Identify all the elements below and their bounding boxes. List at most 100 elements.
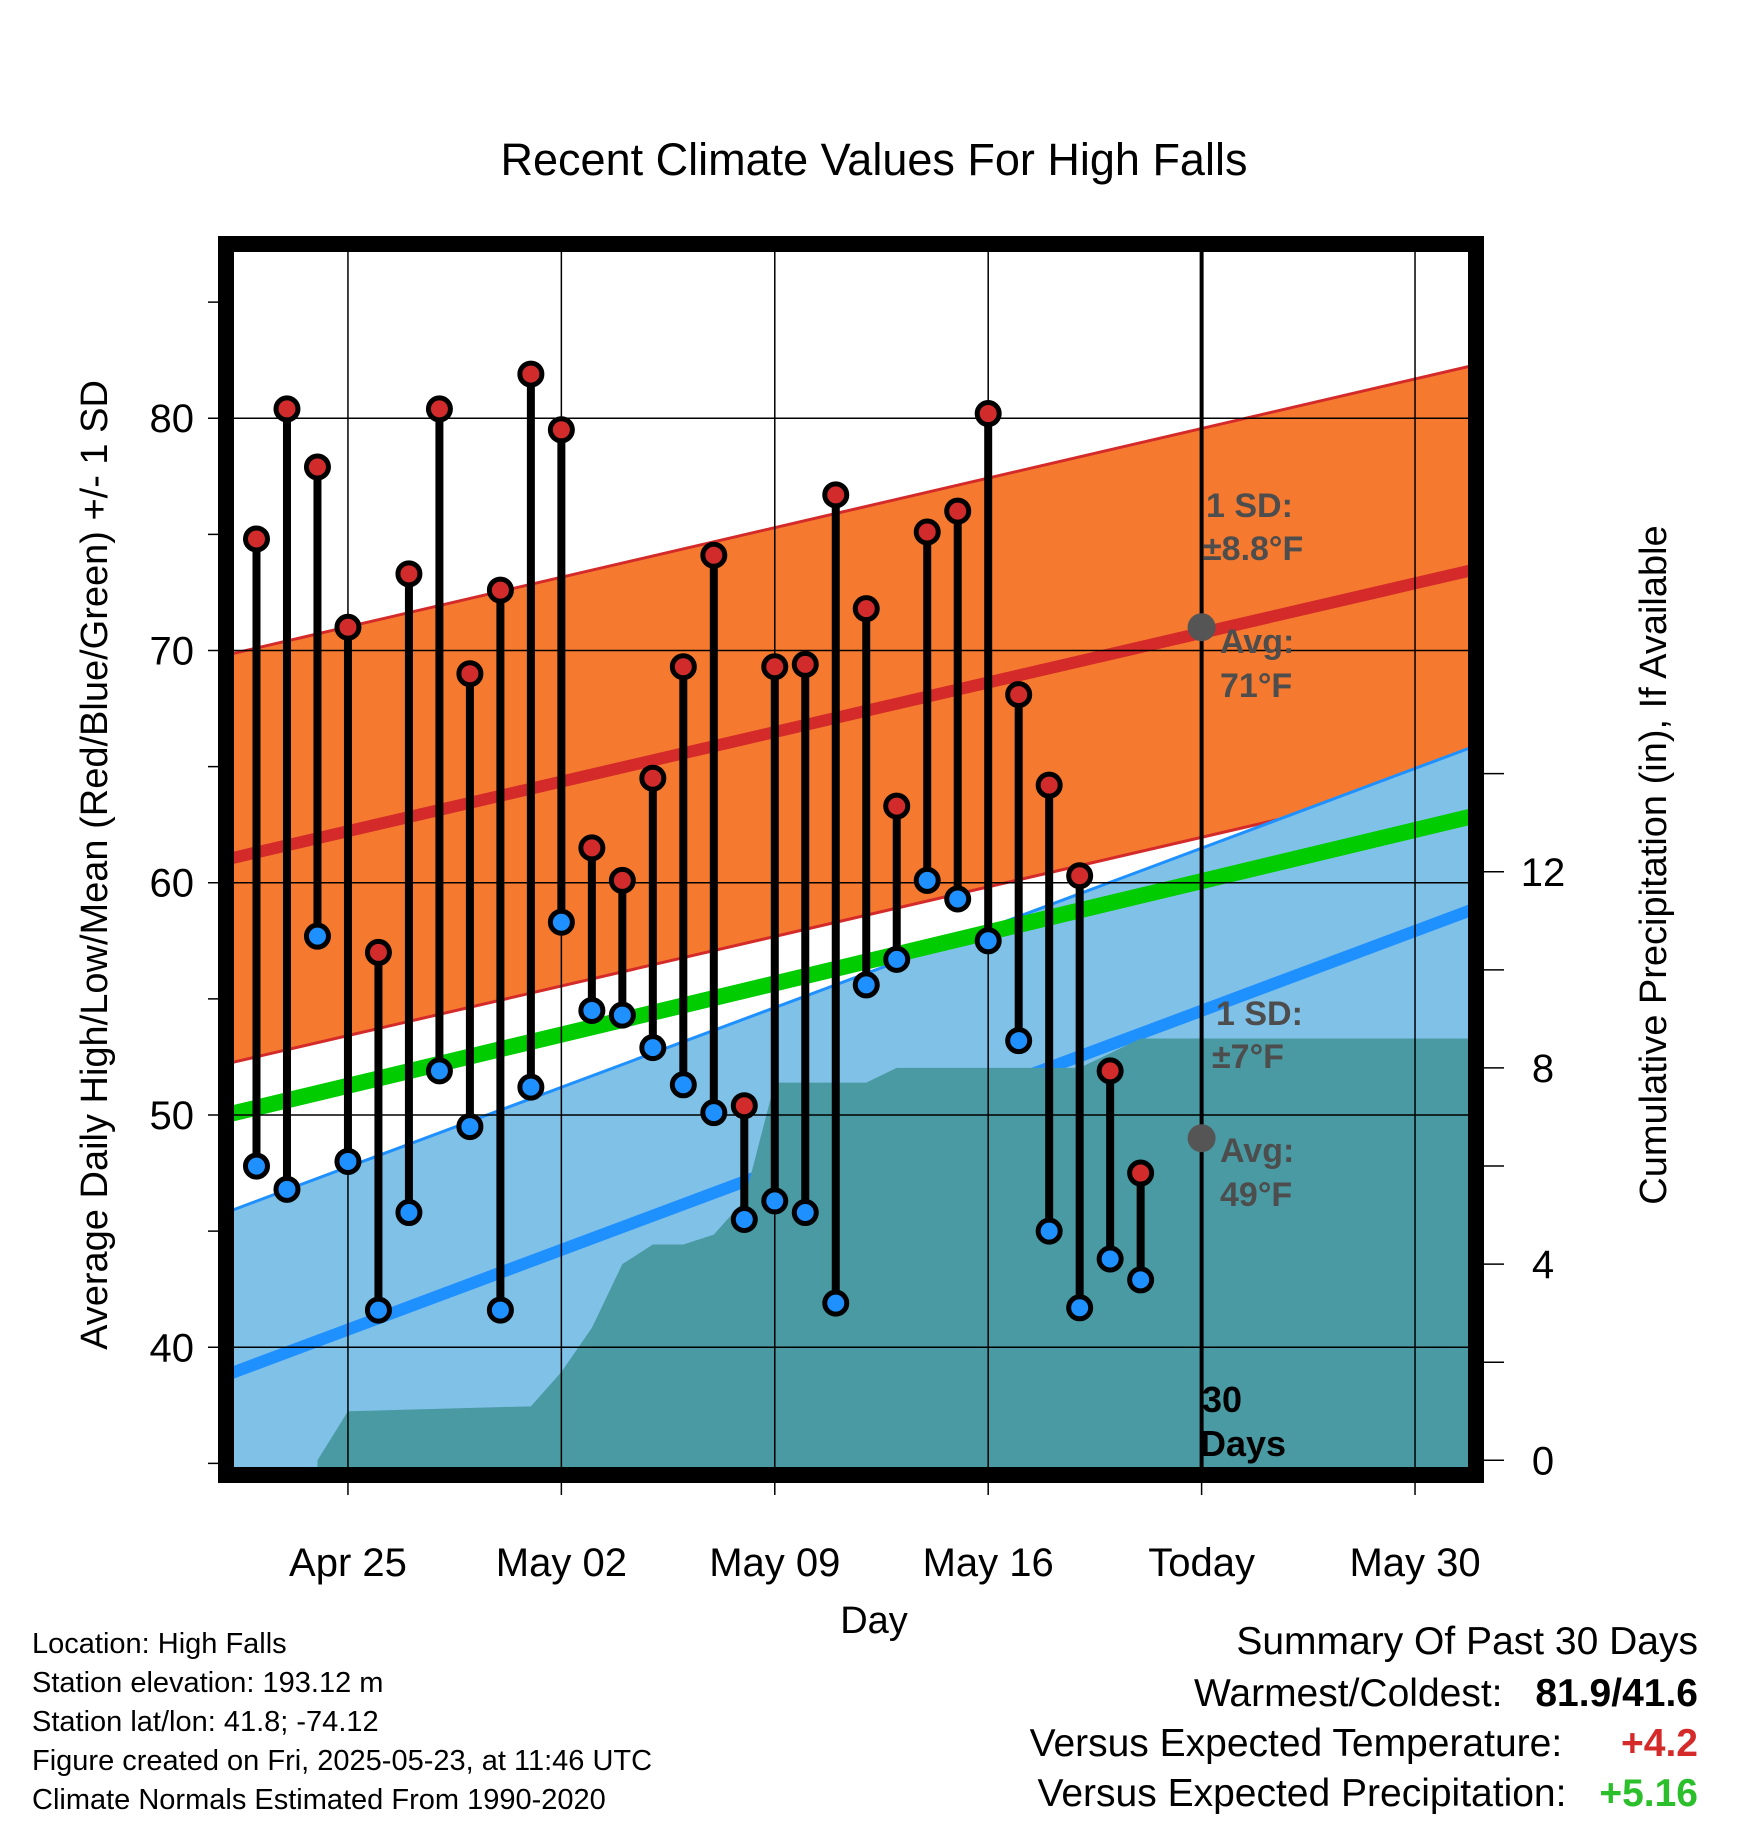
summary-precip: Versus Expected Precipitation: +5.16 — [1038, 1772, 1699, 1816]
daily-low-point — [517, 1073, 545, 1101]
plot-area: 1 SD: ±8.8°F Avg: 71°F 1 SD: ±7°F Avg: 49°F 30Da… — [226, 244, 1476, 1475]
daily-low-point — [547, 908, 575, 936]
daily-high-point — [1035, 771, 1063, 799]
daily-high-point — [913, 518, 941, 546]
daily-high-point — [425, 395, 453, 423]
daily-low-point — [1035, 1217, 1063, 1245]
daily-low-point — [1127, 1266, 1155, 1294]
daily-high-point — [669, 653, 697, 681]
high-sd-label: 1 SD: — [1206, 487, 1293, 525]
high-sd-value: ±8.8°F — [1203, 530, 1303, 568]
daily-low-point — [852, 971, 880, 999]
daily-low-point — [700, 1099, 728, 1127]
daily-high-point — [1005, 681, 1033, 709]
y-tick-label: 50 — [150, 1094, 195, 1138]
daily-high-point — [852, 595, 880, 623]
low-avg-value: 49°F — [1220, 1176, 1292, 1214]
axes: 40 50 60 70 80 0 4 8 12 Apr 25 May 02 May 09 May 16 T… — [150, 236, 1565, 1585]
x-tick-label: May 16 — [923, 1541, 1054, 1585]
daily-high-point — [273, 395, 301, 423]
daily-low-point — [761, 1187, 789, 1215]
daily-low-point — [974, 927, 1002, 955]
y-tick-label: 80 — [150, 397, 195, 441]
x-tick-label: May 09 — [709, 1541, 840, 1585]
plot-content: 1 SD: ±8.8°F Avg: 71°F 1 SD: ±7°F Avg: 49°F 30Da… — [226, 244, 1476, 1475]
daily-low-point — [242, 1152, 270, 1180]
high-avg-label: Avg: — [1220, 623, 1294, 661]
daily-high-point — [639, 764, 667, 792]
footer-elevation: Station elevation: 193.12 m — [32, 1667, 384, 1699]
daily-high-point — [761, 653, 789, 681]
footer-created: Figure created on Fri, 2025-05-23, at 11… — [32, 1745, 653, 1777]
precip-label: Versus Expected Precipitation: — [1037, 1772, 1567, 1815]
temp-label: Versus Expected Temperature: — [1029, 1722, 1563, 1765]
daily-low-point — [913, 866, 941, 894]
daily-high-point — [944, 497, 972, 525]
daily-low-point — [578, 996, 606, 1024]
y-tick-label: 40 — [150, 1326, 195, 1370]
daily-low-point — [303, 922, 331, 950]
x-tick-label: May 02 — [496, 1541, 627, 1585]
chart-title: Recent Climate Values For High Falls — [501, 134, 1248, 185]
days-number: 30 — [1202, 1379, 1242, 1420]
daily-high-point — [547, 416, 575, 444]
daily-high-point — [1096, 1057, 1124, 1085]
daily-low-point — [273, 1175, 301, 1203]
daily-low-point — [639, 1034, 667, 1062]
daily-high-point — [1066, 862, 1094, 890]
daily-high-point — [974, 400, 1002, 428]
daily-low-point — [1066, 1294, 1094, 1322]
summary-warm-cold: Warmest/Coldest: 81.9/41.6 — [1194, 1672, 1698, 1716]
y2-tick-label: 8 — [1532, 1047, 1554, 1091]
y2-tick-label: 0 — [1532, 1439, 1554, 1483]
daily-low-point — [944, 885, 972, 913]
footer-location: Location: High Falls — [32, 1628, 287, 1660]
daily-low-point — [608, 1001, 636, 1029]
days-word: Days — [1200, 1423, 1286, 1464]
daily-high-point — [578, 834, 606, 862]
daily-low-point — [425, 1057, 453, 1085]
daily-low-point — [883, 945, 911, 973]
daily-high-point — [608, 866, 636, 894]
x-tick-label: May 30 — [1349, 1541, 1480, 1585]
warm-cold-label: Warmest/Coldest: — [1194, 1672, 1503, 1715]
daily-high-point — [456, 660, 484, 688]
daily-high-point — [791, 650, 819, 678]
daily-low-point — [822, 1289, 850, 1317]
daily-high-point — [822, 481, 850, 509]
daily-low-point — [334, 1147, 362, 1175]
y2-axis-title: Cumulative Precipitation (in), If Availa… — [1633, 525, 1675, 1204]
x-tick-label: Today — [1148, 1541, 1255, 1585]
daily-high-point — [242, 525, 270, 553]
daily-low-point — [486, 1296, 514, 1324]
daily-high-point — [883, 792, 911, 820]
plot-frame — [218, 236, 1484, 1483]
today-avg-low-marker — [1187, 1124, 1216, 1153]
daily-high-point — [334, 613, 362, 641]
low-sd-value: ±7°F — [1212, 1038, 1284, 1076]
daily-high-point — [730, 1092, 758, 1120]
low-sd-label: 1 SD: — [1216, 995, 1303, 1033]
high-avg-value: 71°F — [1220, 667, 1292, 705]
y2-tick-label: 4 — [1532, 1243, 1554, 1287]
daily-high-point — [486, 576, 514, 604]
daily-high-point — [364, 938, 392, 966]
daily-high-point — [1127, 1159, 1155, 1187]
daily-high-point — [517, 360, 545, 388]
daily-high-point — [395, 560, 423, 588]
y-tick-label: 60 — [150, 862, 195, 906]
daily-low-point — [1005, 1027, 1033, 1055]
summary-title: Summary Of Past 30 Days — [1236, 1620, 1698, 1663]
temp-value: +4.2 — [1621, 1722, 1698, 1765]
daily-low-point — [364, 1296, 392, 1324]
y-tick-label: 70 — [150, 629, 195, 673]
daily-low-point — [1096, 1245, 1124, 1273]
today-avg-high-marker — [1187, 613, 1216, 642]
daily-low-point — [669, 1071, 697, 1099]
x-tick-label: Apr 25 — [289, 1541, 407, 1585]
summary-temp: Versus Expected Temperature: +4.2 — [1030, 1722, 1698, 1766]
daily-low-point — [395, 1199, 423, 1227]
y-axis-title: Average Daily High/Low/Mean (Red/Blue/Gr… — [74, 380, 116, 1350]
daily-low-point — [791, 1199, 819, 1227]
